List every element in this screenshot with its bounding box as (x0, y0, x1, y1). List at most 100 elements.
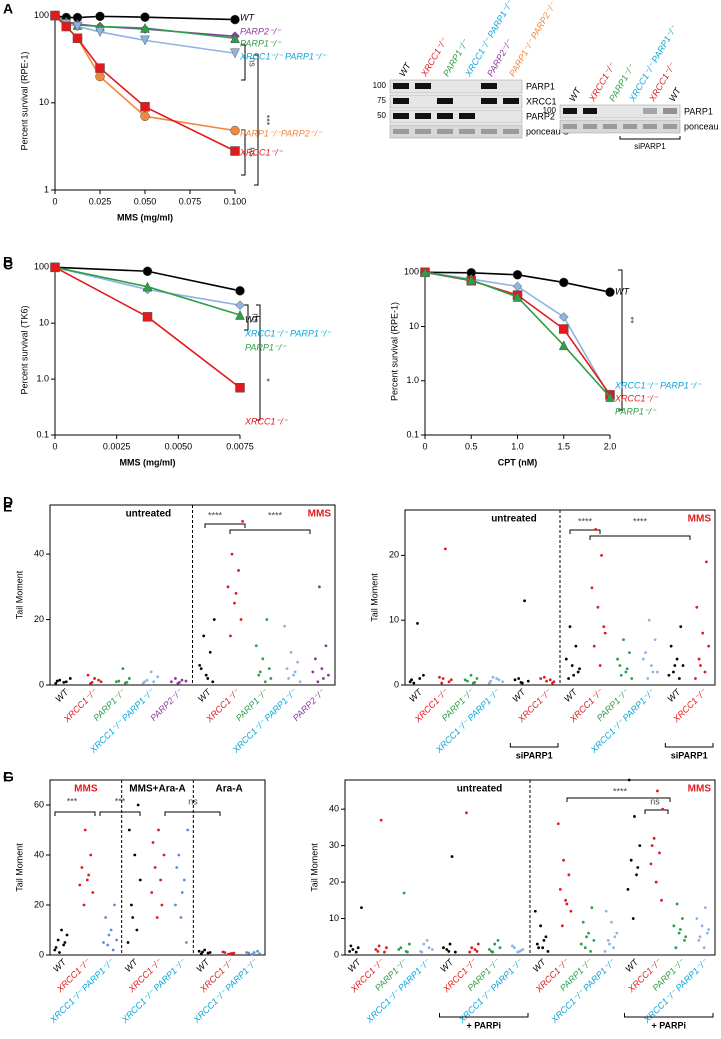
data-point (56, 938, 60, 942)
legend-label: PARP1⁻/⁻PARP2⁻/⁻ (240, 128, 323, 138)
data-point (552, 680, 556, 684)
blot-band (663, 124, 677, 129)
y-tick-label: 30 (329, 840, 339, 850)
data-point (99, 680, 103, 684)
data-point (186, 828, 190, 832)
data-point (383, 950, 386, 954)
data-point (704, 560, 708, 564)
data-point (226, 585, 230, 589)
data-point (627, 778, 631, 782)
data-point (644, 651, 647, 654)
data-point (104, 916, 107, 919)
marker (230, 48, 240, 59)
data-point (589, 949, 592, 953)
legend-label: XRCC1⁻/⁻ PARP1⁻/⁻ (244, 328, 332, 338)
data-point (473, 948, 477, 951)
x-tick-label: WT (510, 686, 528, 704)
data-point (283, 624, 286, 628)
data-point (443, 547, 447, 551)
marker (140, 111, 150, 122)
data-point (230, 952, 234, 955)
data-point (684, 935, 688, 939)
data-point (131, 916, 135, 919)
bracket (254, 54, 259, 186)
data-point (487, 681, 491, 685)
bracket (204, 523, 246, 528)
y-tick-label: 20 (34, 899, 44, 909)
data-point (646, 677, 650, 680)
data-point (402, 891, 406, 895)
marker (559, 324, 569, 334)
data-point (613, 935, 617, 939)
data-point (292, 673, 295, 677)
data-point (180, 678, 184, 682)
data-point (285, 667, 289, 671)
annotation: **** (613, 786, 628, 796)
data-point (405, 950, 409, 954)
data-point (320, 667, 324, 671)
legend-label: WT (245, 314, 260, 324)
blot-band (393, 83, 409, 89)
data-point (182, 878, 186, 882)
blot-band (415, 83, 431, 89)
x-tick-label: 0.0075 (226, 441, 254, 451)
blot-strip (559, 104, 681, 119)
blot-band (437, 129, 453, 134)
data-point (681, 917, 684, 920)
marker (142, 312, 153, 322)
treatment-bracket (439, 1013, 529, 1018)
data-point (603, 631, 607, 635)
blot-band (393, 113, 409, 119)
y-tick-label: 1 (44, 184, 49, 194)
section-label: Ara-A (216, 784, 243, 795)
data-point (681, 664, 685, 667)
mw-marker: 50 (377, 111, 386, 120)
data-point (707, 928, 711, 931)
bracket (256, 304, 261, 421)
data-point (491, 675, 495, 679)
data-point (206, 677, 210, 680)
data-point (567, 677, 570, 680)
blot-band (563, 124, 577, 129)
band-label: PARP1 (526, 81, 555, 91)
blot-band (459, 113, 475, 119)
data-point (697, 657, 701, 661)
data-point (440, 681, 444, 685)
data-point (422, 942, 426, 946)
data-point (583, 946, 587, 950)
data-point (233, 601, 236, 605)
y-tick-label: 40 (34, 548, 44, 558)
data-point (453, 950, 457, 954)
data-point (54, 681, 58, 685)
data-point (175, 866, 179, 869)
y-tick-label: 20 (34, 614, 44, 624)
data-point (313, 657, 317, 661)
data-point (450, 855, 454, 858)
data-point (397, 948, 401, 951)
y-tick-label: 100 (404, 267, 419, 277)
y-tick-label: 10 (389, 615, 399, 625)
marker (95, 71, 105, 82)
section-label: MMS+Ara-A (129, 784, 185, 795)
data-point (399, 946, 403, 950)
x-tick-label: WT (623, 956, 641, 974)
data-point (706, 931, 709, 935)
annotation: *** (115, 796, 126, 806)
data-point (230, 552, 234, 556)
band-label: PARP2 (526, 111, 555, 121)
data-point (556, 822, 560, 826)
x-tick-label: 2.0 (604, 441, 617, 451)
marker (72, 33, 83, 43)
data-point (564, 657, 568, 661)
annotation: ns (251, 313, 261, 323)
y-tick-label: 40 (329, 804, 339, 814)
data-point (150, 891, 154, 894)
blot-band (623, 124, 637, 129)
data-point (672, 670, 675, 674)
data-point (138, 878, 142, 882)
data-point (430, 948, 434, 951)
data-point (624, 670, 628, 674)
x-tick-label: WT (346, 956, 364, 974)
data-point (661, 807, 665, 811)
data-point (496, 939, 500, 942)
